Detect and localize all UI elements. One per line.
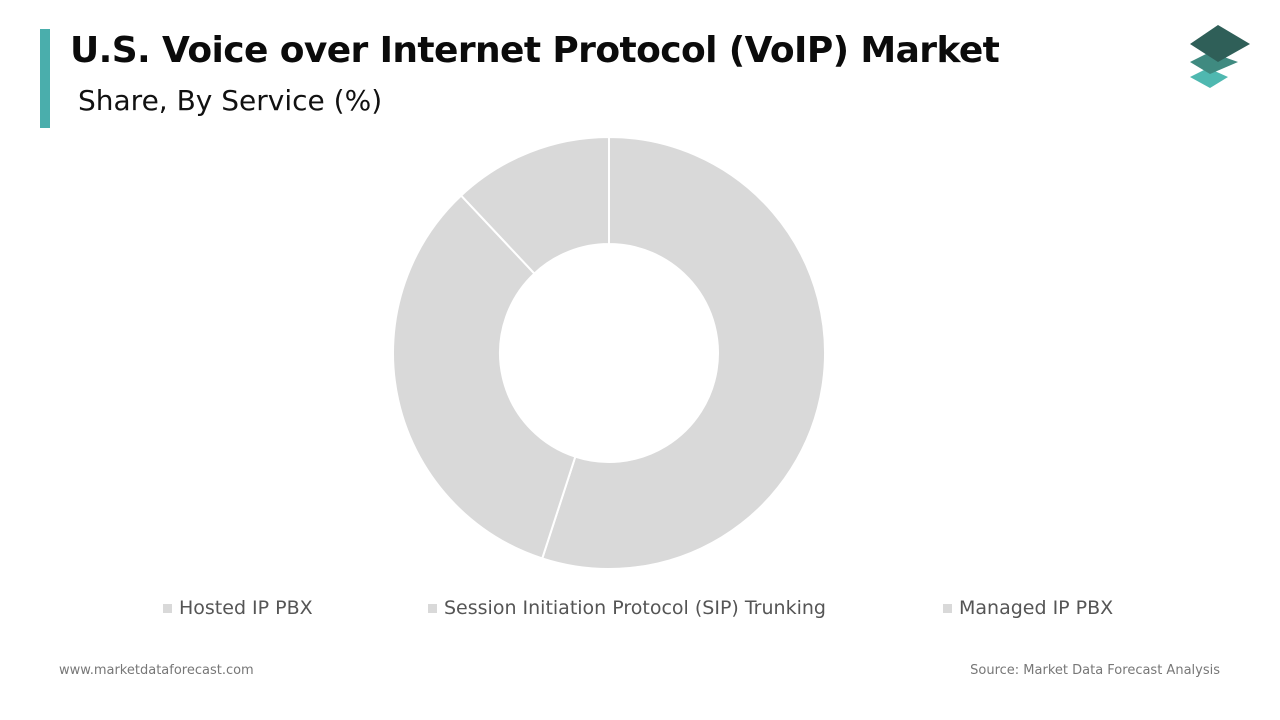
legend-label: Managed IP PBX [959,597,1114,619]
stacked-layers-logo-icon [1186,22,1254,94]
donut-slice-2 [459,135,610,275]
logo-layer-bottom [1190,68,1228,88]
title-accent-bar [40,29,50,128]
chart-title: U.S. Voice over Internet Protocol (VoIP)… [70,30,1000,71]
logo-layer-top [1190,25,1250,62]
legend-swatch [428,603,437,613]
legend-item-hosted-ip-pbx: Hosted IP PBX [163,597,313,619]
legend-item-sip-trunking: Session Initiation Protocol (SIP) Trunki… [428,597,826,619]
chart-subtitle: Share, By Service (%) [78,84,383,117]
legend-swatch [163,603,172,613]
legend-label: Hosted IP PBX [179,597,313,619]
donut-slice-0 [540,135,826,570]
legend-label: Session Initiation Protocol (SIP) Trunki… [444,597,826,619]
legend-swatch [943,603,952,613]
footer-source: Source: Market Data Forecast Analysis [970,663,1220,678]
donut-slice-1 [392,194,577,560]
footer-website: www.marketdataforecast.com [59,663,254,678]
logo-layer-middle [1190,52,1238,74]
legend-item-managed-ip-pbx: Managed IP PBX [943,597,1113,619]
